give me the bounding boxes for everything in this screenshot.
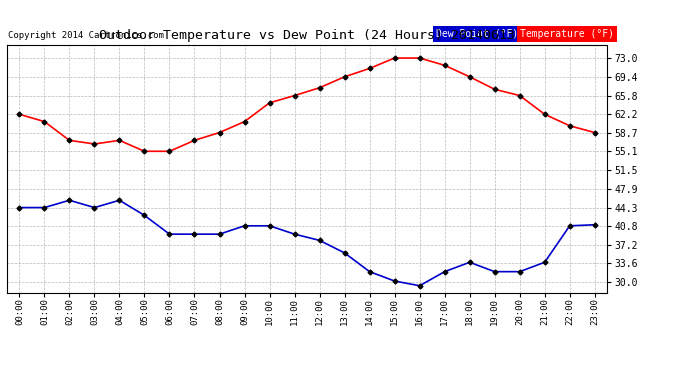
- Text: Dew Point (°F): Dew Point (°F): [436, 29, 518, 39]
- Title: Outdoor Temperature vs Dew Point (24 Hours) 20140613: Outdoor Temperature vs Dew Point (24 Hou…: [99, 30, 515, 42]
- Text: Copyright 2014 Cartronics.com: Copyright 2014 Cartronics.com: [8, 31, 164, 40]
- Text: Temperature (°F): Temperature (°F): [520, 29, 614, 39]
